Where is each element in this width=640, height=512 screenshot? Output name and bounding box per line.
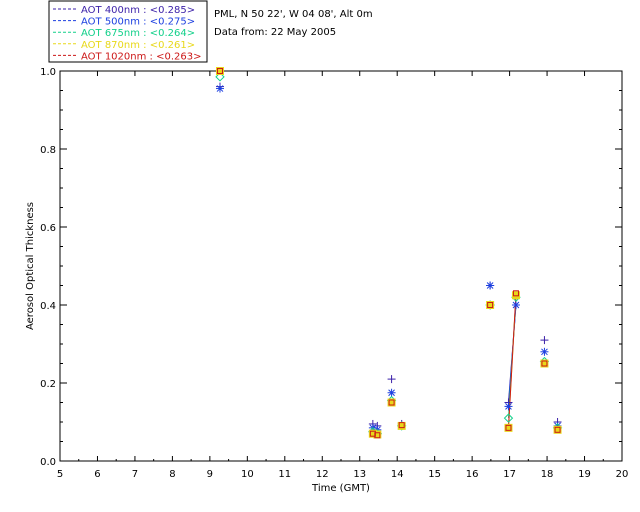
legend-label: AOT 675nm : <0.264> <box>81 28 195 39</box>
data-point <box>398 422 405 429</box>
data-point <box>504 423 513 432</box>
data-point <box>215 67 224 75</box>
y-axis: 0.0 0.2 0.4 0.6 0.8 1.0 <box>40 67 622 468</box>
data-point <box>215 72 225 82</box>
data-point <box>387 375 396 384</box>
x-tick-label: 5 <box>57 469 63 480</box>
x-tick-label: 8 <box>169 469 175 480</box>
x-tick-label: 18 <box>541 469 554 480</box>
x-tick-label: 10 <box>241 469 254 480</box>
legend: AOT 400nm : <0.285>AOT 500nm : <0.275>AO… <box>48 0 208 63</box>
data-point <box>511 301 520 309</box>
legend-label: AOT 1020nm : <0.263> <box>81 51 201 62</box>
data-point <box>540 359 549 368</box>
data-point <box>369 430 376 437</box>
x-axis: 5 6 7 8 9 10 11 12 13 14 15 16 17 18 19 20 <box>57 71 629 480</box>
y-tick-label: 0.8 <box>40 145 56 156</box>
x-tick-label: 12 <box>316 469 329 480</box>
legend-label: AOT 400nm : <0.285> <box>81 5 195 16</box>
data-point <box>487 302 494 308</box>
data-point <box>215 84 224 93</box>
x-tick-label: 19 <box>578 469 591 480</box>
x-tick-label: 15 <box>428 469 441 480</box>
chart-title-location: PML, N 50 22', W 04 08', Alt 0m <box>214 9 373 20</box>
data-point <box>505 424 512 431</box>
x-tick-label: 6 <box>94 469 100 480</box>
x-axis-label: Time (GMT) <box>311 483 370 494</box>
data-point <box>216 68 223 74</box>
x-tick-label: 14 <box>391 469 404 480</box>
y-tick-label: 0.4 <box>40 301 56 312</box>
y-tick-label: 0.2 <box>40 379 56 390</box>
x-tick-label: 9 <box>207 469 213 480</box>
x-tick-label: 20 <box>616 469 629 480</box>
y-tick-label: 0.6 <box>40 223 56 234</box>
x-tick-label: 13 <box>353 469 366 480</box>
data-point <box>504 402 513 411</box>
data-point <box>486 281 495 290</box>
y-tick-label: 0.0 <box>40 457 56 468</box>
data-point <box>503 413 514 423</box>
data-point <box>512 290 519 297</box>
x-tick-label: 16 <box>466 469 479 480</box>
data-point <box>541 360 548 367</box>
y-axis-label: Aerosol Optical Thickness <box>25 202 36 330</box>
data-point <box>374 432 381 439</box>
legend-box <box>48 0 208 63</box>
data-markers <box>215 67 563 439</box>
x-tick-label: 7 <box>132 469 138 480</box>
plot-frame <box>59 70 623 462</box>
chart-title-date: Data from: 22 May 2005 <box>214 27 336 38</box>
data-point <box>540 347 549 356</box>
data-point <box>388 399 395 406</box>
data-point <box>486 301 495 309</box>
data-point <box>554 426 561 433</box>
data-point <box>387 388 396 397</box>
legend-label: AOT 500nm : <0.275> <box>81 17 195 28</box>
x-tick-label: 11 <box>278 469 291 480</box>
data-point <box>540 336 549 345</box>
data-point <box>511 291 520 300</box>
legend-label: AOT 870nm : <0.261> <box>81 40 195 51</box>
y-tick-label: 1.0 <box>40 67 56 78</box>
data-point <box>387 398 396 407</box>
data-point <box>553 425 562 434</box>
series-lines <box>507 293 517 428</box>
x-tick-label: 17 <box>503 469 516 480</box>
